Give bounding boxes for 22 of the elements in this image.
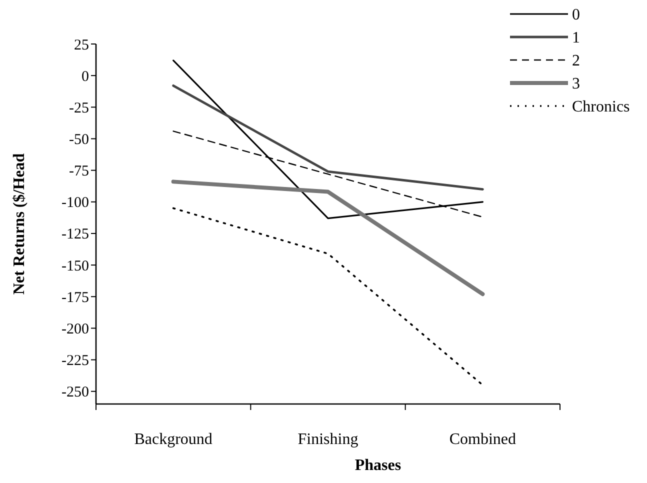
x-tick-label: Finishing <box>298 431 358 448</box>
y-tick-label: -125 <box>62 226 89 243</box>
y-tick-label: -200 <box>62 321 89 338</box>
y-tick-label: -75 <box>69 164 89 180</box>
y-tick-label: -250 <box>62 384 89 401</box>
y-tick-label: -150 <box>62 258 89 274</box>
legend-label: 2 <box>572 52 580 70</box>
x-tick-label: Background <box>134 431 212 448</box>
y-tick-label: -225 <box>62 353 89 370</box>
y-tick-label: 25 <box>74 37 89 54</box>
y-tick-label: -50 <box>69 132 89 148</box>
y-tick-label: -100 <box>62 195 89 212</box>
legend-label: 1 <box>572 30 580 47</box>
legend-label: Chronics <box>572 98 630 116</box>
x-tick-label: Combined <box>449 431 516 448</box>
legend-label: 3 <box>572 76 580 93</box>
x-axis-title: Phases <box>354 457 402 474</box>
y-tick-label: 0 <box>82 68 89 85</box>
y-tick-label: -25 <box>69 100 89 116</box>
legend-label: 0 <box>572 6 580 24</box>
y-axis-title: Net Returns ($/Head <box>11 153 28 295</box>
y-tick-label: -175 <box>62 290 89 306</box>
